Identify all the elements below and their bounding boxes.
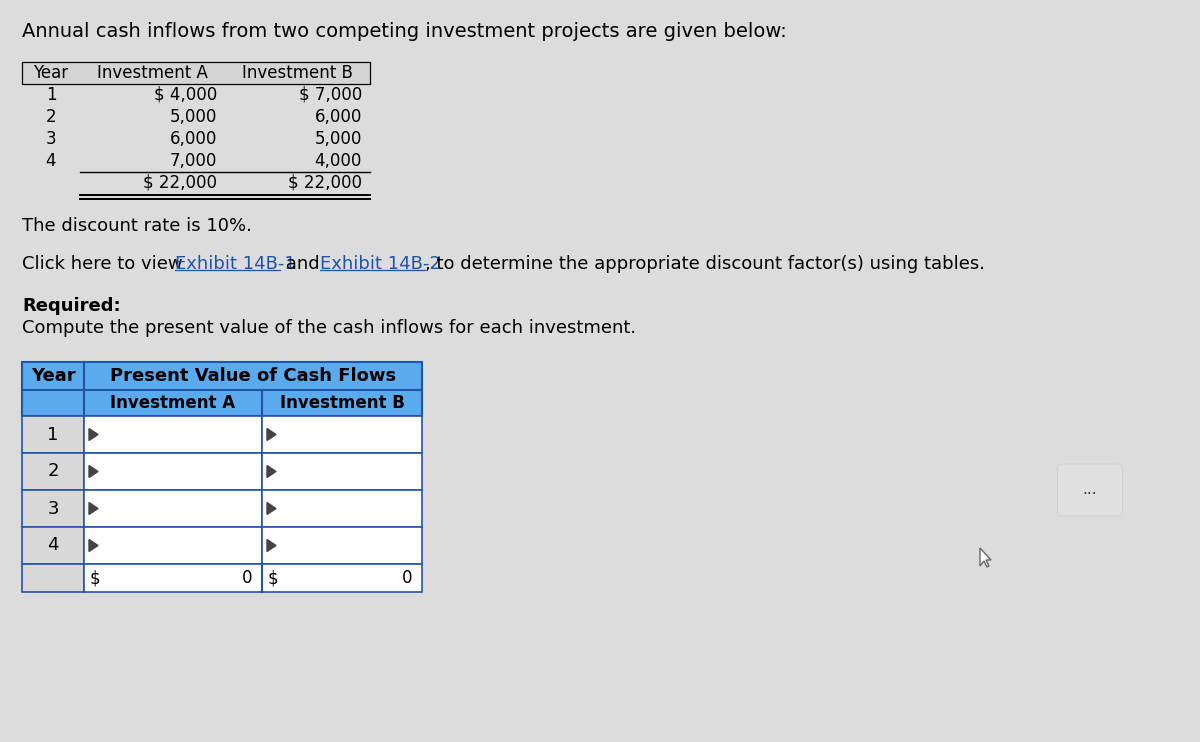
Text: 1: 1 — [46, 86, 56, 104]
Bar — [262, 564, 422, 592]
Text: 4,000: 4,000 — [314, 152, 362, 170]
Text: $ 4,000: $ 4,000 — [154, 86, 217, 104]
Text: Year: Year — [34, 64, 68, 82]
Bar — [84, 453, 262, 490]
Polygon shape — [980, 548, 991, 567]
Bar — [262, 416, 422, 453]
Text: Exhibit 14B-2: Exhibit 14B-2 — [320, 255, 442, 273]
Polygon shape — [266, 539, 276, 551]
Text: 5,000: 5,000 — [314, 130, 362, 148]
Polygon shape — [266, 502, 276, 514]
Text: $: $ — [268, 569, 278, 587]
Text: Click here to view: Click here to view — [22, 255, 188, 273]
Text: Present Value of Cash Flows: Present Value of Cash Flows — [110, 367, 396, 385]
Polygon shape — [89, 428, 98, 441]
Bar — [262, 453, 422, 490]
Text: 2: 2 — [46, 108, 56, 126]
Bar — [22, 390, 422, 416]
Polygon shape — [89, 465, 98, 478]
Bar — [22, 453, 84, 490]
Bar — [84, 416, 262, 453]
Text: 4: 4 — [47, 536, 59, 554]
Text: Investment A: Investment A — [97, 64, 208, 82]
FancyBboxPatch shape — [1057, 464, 1122, 516]
Text: Required:: Required: — [22, 297, 121, 315]
Bar — [22, 527, 84, 564]
Text: 3: 3 — [47, 499, 59, 517]
Text: 7,000: 7,000 — [169, 152, 217, 170]
Text: $ 22,000: $ 22,000 — [143, 174, 217, 192]
Text: Compute the present value of the cash inflows for each investment.: Compute the present value of the cash in… — [22, 319, 636, 337]
Bar — [262, 527, 422, 564]
Bar — [262, 490, 422, 527]
Text: The discount rate is 10%.: The discount rate is 10%. — [22, 217, 252, 235]
Text: 2: 2 — [47, 462, 59, 481]
Text: , to determine the appropriate discount factor(s) using tables.: , to determine the appropriate discount … — [425, 255, 985, 273]
Text: Year: Year — [31, 367, 76, 385]
Text: Investment A: Investment A — [110, 394, 235, 412]
Text: 0: 0 — [241, 569, 252, 587]
Text: $ 7,000: $ 7,000 — [299, 86, 362, 104]
Text: 1: 1 — [47, 425, 59, 444]
Text: 0: 0 — [402, 569, 412, 587]
Text: 3: 3 — [46, 130, 56, 148]
Bar — [22, 362, 422, 390]
Polygon shape — [266, 428, 276, 441]
Text: Annual cash inflows from two competing investment projects are given below:: Annual cash inflows from two competing i… — [22, 22, 787, 41]
Text: Investment B: Investment B — [242, 64, 353, 82]
Text: 6,000: 6,000 — [169, 130, 217, 148]
Bar — [22, 564, 84, 592]
Polygon shape — [89, 502, 98, 514]
Text: $ 22,000: $ 22,000 — [288, 174, 362, 192]
Polygon shape — [266, 465, 276, 478]
Text: ...: ... — [1082, 482, 1097, 497]
Text: 4: 4 — [46, 152, 56, 170]
Text: and: and — [280, 255, 325, 273]
Bar — [84, 490, 262, 527]
Text: Exhibit 14B-1: Exhibit 14B-1 — [175, 255, 296, 273]
Text: 5,000: 5,000 — [169, 108, 217, 126]
Text: $: $ — [90, 569, 101, 587]
Text: Investment B: Investment B — [280, 394, 404, 412]
Bar — [84, 527, 262, 564]
Text: 6,000: 6,000 — [314, 108, 362, 126]
Polygon shape — [89, 539, 98, 551]
Bar — [22, 62, 370, 84]
Bar — [22, 416, 84, 453]
Bar — [84, 564, 262, 592]
Bar — [22, 490, 84, 527]
